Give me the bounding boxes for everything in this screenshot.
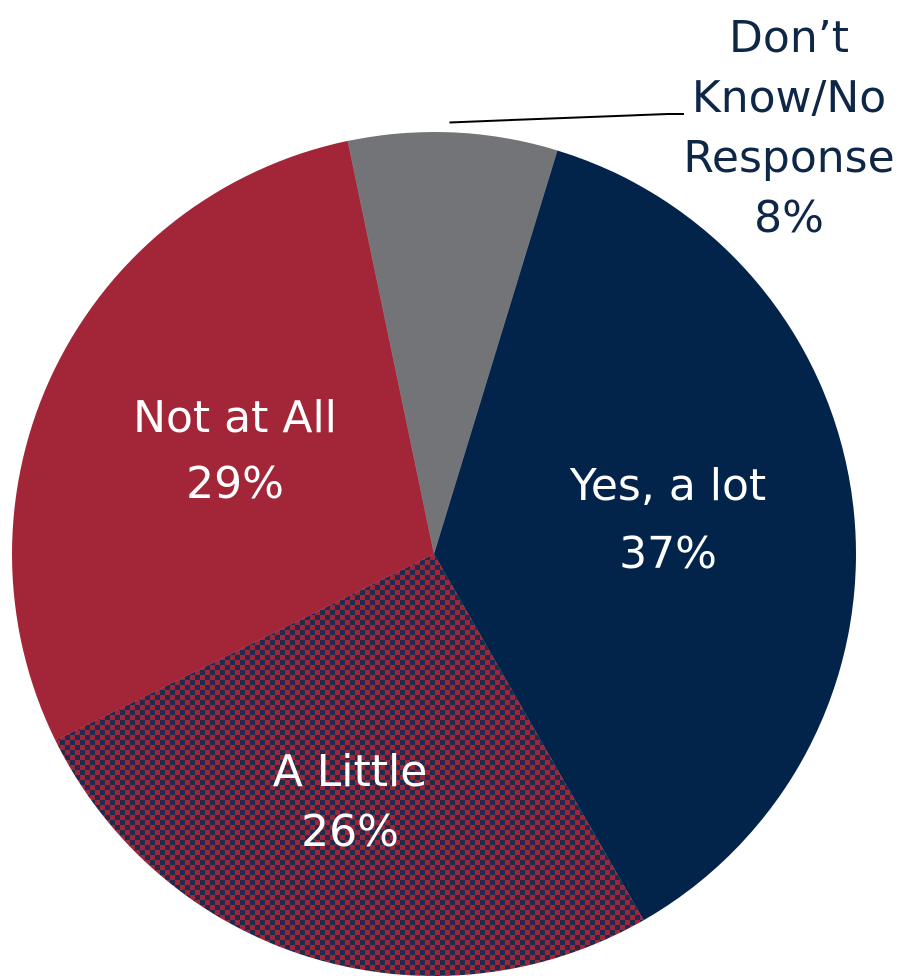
slice-category-label: Yes, a lot	[569, 460, 766, 511]
leader-line	[449, 113, 684, 124]
slice-value-label: 29%	[186, 458, 284, 509]
slice-category-label: Know/No	[692, 72, 886, 123]
pie-slice-yes-a-lot	[434, 150, 857, 921]
pie-slice-don-t-know-no-response	[347, 132, 558, 554]
slice-value-label: 8%	[754, 192, 824, 243]
slice-category-label: Don’t	[729, 12, 849, 63]
pie-slices	[11, 132, 857, 976]
pie-slice-not-at-all	[11, 140, 434, 741]
slice-value-label: 26%	[301, 806, 399, 857]
pie-labels: Yes, a lot 37% A Little 26% Not at All 29% Don…	[133, 12, 895, 857]
slice-value-label: 37%	[619, 528, 717, 579]
leader-lines	[449, 113, 684, 124]
slice-category-label: Not at All	[133, 392, 337, 443]
slice-category-label: A Little	[273, 746, 428, 797]
pie-slice-a-little	[55, 554, 644, 976]
slice-category-label: Response	[683, 132, 894, 183]
